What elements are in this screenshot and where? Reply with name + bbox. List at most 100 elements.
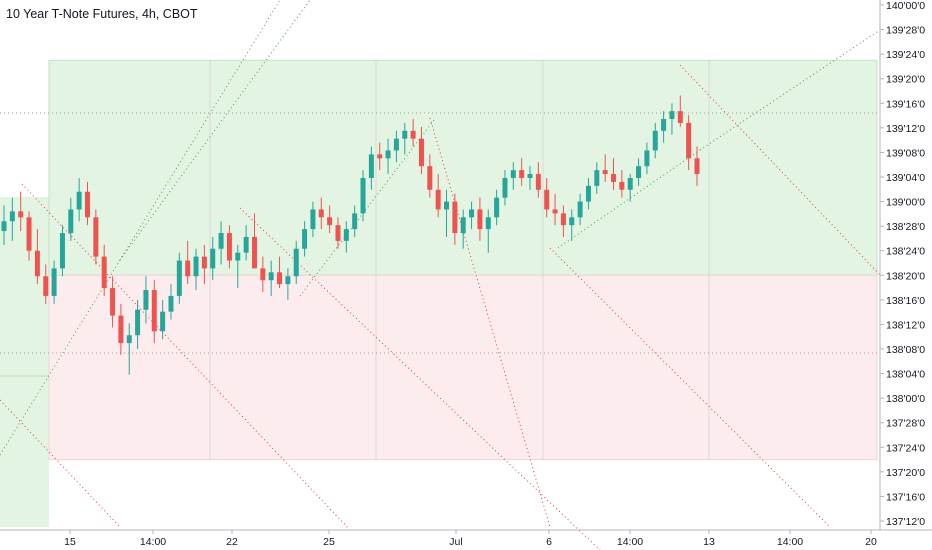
candle-body xyxy=(677,111,683,123)
candle xyxy=(327,205,333,234)
time-axis: 15 14:00 22 25 Jul 6 14:00 13 14:00 20 xyxy=(0,529,932,548)
candle xyxy=(360,170,366,222)
candle-body xyxy=(18,211,24,218)
zone-left xyxy=(0,197,49,527)
y-tick-label: 137'16'0 xyxy=(886,491,925,503)
candle xyxy=(43,264,49,304)
zones xyxy=(0,59,880,527)
candle-body xyxy=(193,256,199,277)
candle-body xyxy=(577,201,583,218)
candle-body xyxy=(68,209,74,234)
candle-body xyxy=(502,177,508,198)
candle xyxy=(485,209,491,253)
candle xyxy=(410,119,416,147)
candle xyxy=(368,146,374,190)
candle xyxy=(594,162,600,194)
candle xyxy=(502,170,508,206)
y-tick-label: 138'08'0 xyxy=(886,344,925,356)
candle-body xyxy=(510,170,516,178)
candle-body xyxy=(602,170,608,175)
candle-body xyxy=(402,130,408,139)
candle-body xyxy=(176,260,182,296)
candle xyxy=(343,221,349,253)
candle-body xyxy=(360,177,366,214)
candle xyxy=(560,205,566,237)
candle xyxy=(68,197,74,241)
candle-body xyxy=(611,174,617,182)
candle xyxy=(393,130,399,163)
candle-body xyxy=(368,154,374,178)
candle-body xyxy=(118,315,124,344)
candle-body xyxy=(619,181,625,190)
candle-body xyxy=(143,290,149,310)
candle xyxy=(669,103,675,135)
candle-body xyxy=(494,197,500,218)
candle xyxy=(310,201,316,237)
candle-body xyxy=(594,170,600,186)
candle xyxy=(644,142,650,175)
candle-body xyxy=(59,233,65,269)
candle xyxy=(210,236,216,281)
candle-body xyxy=(636,166,642,178)
candle-body xyxy=(251,236,257,269)
y-tick-label: 138'00'0 xyxy=(886,393,925,405)
candle xyxy=(335,217,341,249)
candle xyxy=(218,221,224,265)
candle-body xyxy=(427,166,433,190)
candle xyxy=(460,209,466,249)
candle xyxy=(160,299,166,340)
y-tick-label: 139'08'0 xyxy=(886,147,925,159)
candle-body xyxy=(310,209,316,230)
y-tick-label: 138'16'0 xyxy=(886,295,925,307)
candle-body xyxy=(135,309,141,336)
candle xyxy=(251,213,257,269)
y-tick-label: 139'20'0 xyxy=(886,74,925,86)
candle xyxy=(535,162,541,198)
candle xyxy=(552,193,558,226)
candle-body xyxy=(669,111,675,120)
candle-body xyxy=(652,130,658,151)
candle-body xyxy=(535,174,541,190)
candle xyxy=(452,193,458,245)
candle-body xyxy=(327,217,333,226)
x-tick-label: 14:00 xyxy=(777,536,803,548)
candle-body xyxy=(393,138,399,151)
x-tick-label: 20 xyxy=(865,536,877,548)
y-tick-label: 138'20'0 xyxy=(886,270,925,282)
candle-body xyxy=(485,217,491,230)
candle xyxy=(477,197,483,241)
candle-body xyxy=(268,272,274,281)
candle-body xyxy=(444,201,450,210)
x-tick-label: 14:00 xyxy=(140,536,166,548)
candle-body xyxy=(544,189,550,210)
candle xyxy=(652,122,658,159)
candle xyxy=(377,142,383,171)
candle-body xyxy=(293,248,299,277)
x-tick-label: 25 xyxy=(323,536,335,548)
candle xyxy=(101,244,107,296)
candle xyxy=(494,189,500,226)
candle xyxy=(143,276,149,324)
candle xyxy=(602,154,608,182)
green-trendline-2 xyxy=(299,119,435,297)
trend-lines xyxy=(0,0,881,550)
candle xyxy=(302,221,308,257)
candle xyxy=(226,225,232,269)
candle xyxy=(385,138,391,175)
candle xyxy=(84,181,90,226)
candle xyxy=(510,162,516,190)
chart-title: 10 Year T-Note Futures, 4h, CBOT xyxy=(6,7,198,21)
candle xyxy=(569,209,575,241)
candle xyxy=(427,154,433,198)
candle-body xyxy=(218,233,224,249)
candle xyxy=(636,158,642,186)
candle-body xyxy=(452,201,458,234)
candle xyxy=(268,260,274,296)
candle xyxy=(318,197,324,230)
candle-body xyxy=(93,217,99,257)
candle-body xyxy=(661,119,667,131)
candle-body xyxy=(210,248,216,269)
x-tick-label: 15 xyxy=(64,536,76,548)
candle-body xyxy=(477,209,483,230)
